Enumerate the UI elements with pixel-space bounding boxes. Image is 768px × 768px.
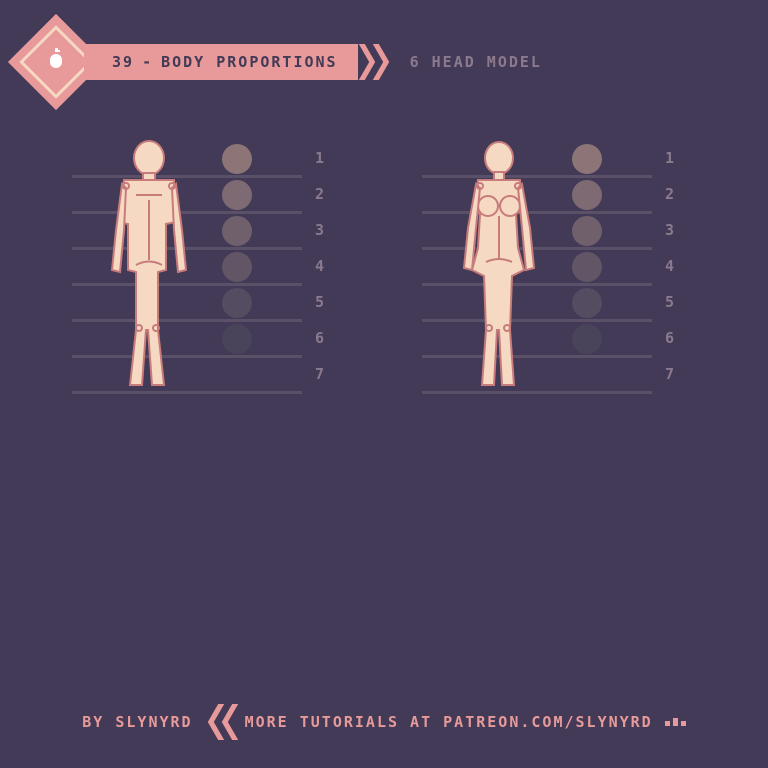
dots-decoration [665,718,686,726]
head-unit-circle [222,180,252,210]
head-unit-circle [222,288,252,318]
head-stack [572,140,602,354]
figure-male: 1 2 3 4 5 6 7 [72,140,332,400]
title-banner: 39 - BODY PROPORTIONS [84,44,358,80]
figures-row: 1 2 3 4 5 6 7 1 2 3 4 5 6 7 [72,140,682,400]
head-unit-circle [572,144,602,174]
row-number-label: 6 [665,329,674,347]
chevron-decoration [364,44,392,80]
row-number-label: 1 [315,149,324,167]
row-number-label: 3 [315,221,324,239]
head-unit-circle [572,216,602,246]
figure-female: 1 2 3 4 5 6 7 [422,140,682,400]
row-number-label: 6 [315,329,324,347]
head-unit-circle [572,252,602,282]
header: 39 - BODY PROPORTIONS 6 HEAD MODEL [0,28,542,96]
body-female [444,140,554,392]
apple-icon [46,48,66,76]
head-unit-circle [222,216,252,246]
row-number-label: 5 [315,293,324,311]
row-number-label: 3 [665,221,674,239]
head-stack [222,140,252,354]
row-number-label: 4 [665,257,674,275]
byline: BY SLYNYRD [82,713,192,731]
tagline: MORE TUTORIALS AT PATREON.COM/SLYNYRD [245,713,653,731]
head-unit-circle [572,288,602,318]
row-number-label: 7 [665,365,674,383]
chevron-decoration [205,704,233,740]
body-male [94,140,204,392]
head-unit-circle [222,144,252,174]
lesson-number: 39 [112,53,134,71]
head-unit-circle [572,324,602,354]
row-number-label: 2 [315,185,324,203]
footer: BY SLYNYRD MORE TUTORIALS AT PATREON.COM… [0,704,768,740]
lesson-title: BODY PROPORTIONS [161,53,338,71]
subtitle: 6 HEAD MODEL [410,53,542,71]
row-number-label: 4 [315,257,324,275]
row-number-label: 1 [665,149,674,167]
row-number-label: 7 [315,365,324,383]
row-number-label: 5 [665,293,674,311]
head-unit-circle [572,180,602,210]
head-unit-circle [222,324,252,354]
row-number-label: 2 [665,185,674,203]
head-unit-circle [222,252,252,282]
